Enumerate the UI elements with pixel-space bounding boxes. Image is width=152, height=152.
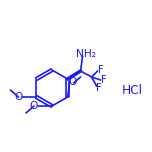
Text: O: O <box>30 101 38 111</box>
Text: O: O <box>68 77 77 87</box>
Text: O: O <box>14 92 23 102</box>
Text: F: F <box>98 65 104 75</box>
Text: HCl: HCl <box>122 83 143 97</box>
Text: F: F <box>96 83 102 93</box>
Text: F: F <box>101 75 106 85</box>
Text: NH₂: NH₂ <box>76 49 96 59</box>
